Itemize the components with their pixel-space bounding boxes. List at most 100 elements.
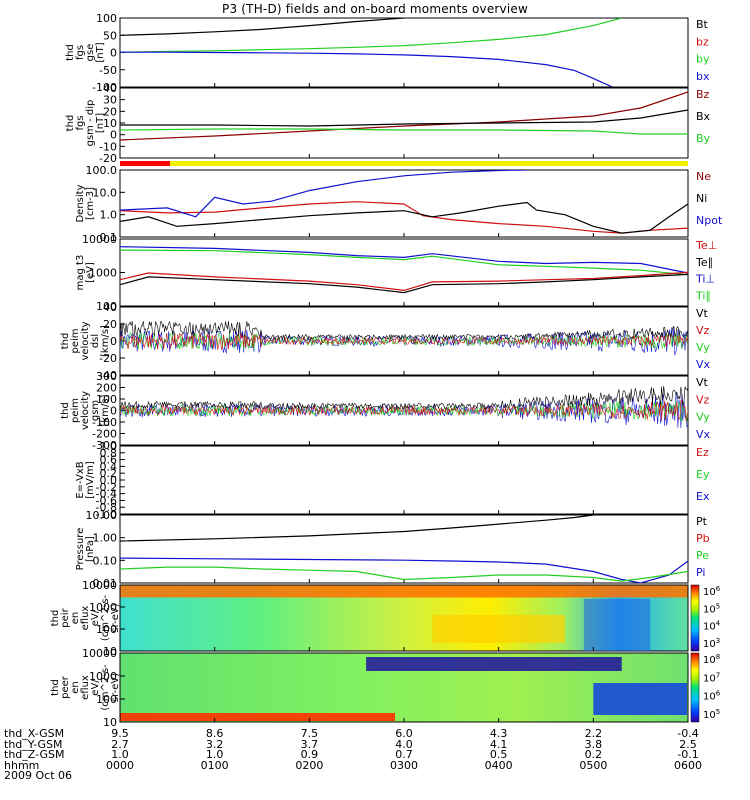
legend-entry-ti∥: Ti∥ — [695, 289, 711, 302]
ephem-value: 6.0 — [395, 727, 413, 740]
y-axis-label: velocity — [80, 321, 91, 360]
ephem-value: 0.5 — [489, 748, 508, 761]
legend-entry-pi: Pi — [696, 566, 705, 579]
series-vy — [120, 400, 688, 422]
y-axis-label: mag t3 — [75, 255, 86, 291]
ephem-value: -0.4 — [677, 727, 699, 740]
y-axis-label: peer — [60, 675, 71, 699]
series-bt — [120, 18, 405, 36]
ephem-label-z: thd_Z-GSM — [4, 748, 65, 761]
y-tick-label: -1.0 — [96, 508, 117, 521]
legend-entry-ni: Ni — [696, 192, 707, 205]
y-axis-label: E=-VxB — [75, 461, 86, 498]
legend-entry-bx: bx — [696, 70, 710, 83]
mode-bar-fast — [120, 161, 170, 166]
legend-entry-vy: Vy — [696, 411, 710, 424]
ephem-column: 4.3 4.1 0.5 0400 — [483, 728, 515, 772]
y-tick-label: 1000 — [89, 601, 117, 614]
y-axis-label: thd — [65, 115, 76, 132]
colorbar-label: 107 — [703, 671, 720, 684]
ephem-value: 1.0 — [111, 748, 129, 761]
y-tick-label: 10000 — [82, 233, 117, 246]
y-axis-label: thd — [65, 44, 76, 61]
ephem-value: 3.7 — [300, 737, 319, 751]
y-tick-label: 0 — [110, 405, 117, 418]
y-tick-label: -0.4 — [96, 488, 117, 501]
y-axis-label: thd — [60, 333, 71, 350]
y-tick-label: 100 — [96, 393, 117, 406]
y-tick-label: 0.6 — [100, 454, 118, 467]
date-label: 2009 Oct 06 — [4, 769, 73, 782]
y-tick-label: 0 — [110, 129, 117, 142]
ephemeris-row-labels: thd_X-GSM thd_Y-GSM thd_Z-GSM hhmm 2009 … — [4, 727, 73, 782]
legend-entry-vz: Vz — [696, 393, 710, 406]
y-tick-label: 0.10 — [93, 554, 118, 567]
series-vz — [120, 399, 688, 422]
y-axis-label: Density — [75, 184, 86, 222]
y-tick-label: 100.0 — [86, 164, 118, 177]
y-axis-label: peim — [70, 398, 81, 423]
y-tick-label: 300 — [96, 370, 117, 383]
legend-entry-vx: Vx — [696, 428, 711, 441]
colorbar-ion_spectrogram — [690, 584, 700, 652]
y-axis-label: [nT] — [95, 113, 106, 133]
y-axis-label: eflux — [80, 675, 91, 700]
y-tick-label: 20 — [103, 105, 117, 118]
y-tick-label: 0 — [110, 335, 117, 348]
y-tick-label: -0.6 — [96, 494, 117, 507]
ephem-value: 0.9 — [300, 748, 319, 761]
y-tick-label: 40 — [103, 82, 117, 95]
series-by — [120, 128, 688, 135]
ephem-value: 0400 — [484, 758, 513, 772]
legend-entry-vt: Vt — [696, 307, 709, 320]
y-tick-label: 200 — [96, 382, 117, 395]
legend-entry-npot: Npot — [696, 214, 723, 227]
y-tick-label: 10.00 — [86, 509, 118, 522]
colorbar-label: 105 — [703, 602, 720, 615]
legend-entry-bx: Bx — [696, 110, 711, 123]
colorbar-label: 104 — [703, 620, 721, 633]
y-tick-label: 50 — [103, 29, 117, 42]
y-axis-label: gse — [85, 44, 96, 62]
y-axis-label: en — [70, 612, 81, 625]
series-te∥ — [120, 273, 688, 294]
legend-entry-ti⊥: Ti⊥ — [695, 273, 715, 286]
y-axis-label: gsm — [90, 400, 101, 421]
legend-entry-pt: Pt — [696, 515, 708, 528]
spectrogram-band-low — [583, 599, 651, 651]
y-tick-label: 10000 — [82, 647, 117, 660]
y-tick-label: -50 — [99, 64, 117, 77]
y-axis-label: velocity — [80, 391, 91, 430]
legend-entry-vy: Vy — [696, 341, 710, 354]
legend-entry-bz: bz — [696, 35, 709, 48]
y-tick-label: 100 — [96, 300, 117, 313]
y-axis-label: eV/ — [90, 609, 101, 626]
ephem-value: 0600 — [674, 758, 702, 772]
legend-entry-bz: Bz — [696, 88, 710, 101]
y-axis-label: thd — [50, 610, 61, 627]
legend-entry-ex: Ex — [696, 490, 710, 503]
mode-bar-slow — [120, 161, 688, 166]
y-tick-label: 1.00 — [93, 532, 118, 545]
legend-entry-vz: Vz — [696, 324, 710, 337]
y-axis-label: [km/s] — [100, 325, 111, 357]
legend-entry-te⊥: Te⊥ — [695, 239, 717, 252]
panel-frame-fgs_gsm_dip — [119, 87, 689, 159]
ephem-label-time: hhmm — [4, 758, 40, 772]
y-tick-label: 100 — [96, 12, 117, 25]
ephem-value: -0.1 — [677, 748, 699, 761]
y-tick-label: 0.2 — [100, 467, 118, 480]
y-tick-label: 10 — [103, 716, 117, 729]
ephem-column: 6.0 4.0 0.7 0300 — [388, 727, 420, 772]
series-npot — [120, 170, 528, 218]
ephem-label-x: thd_X-GSM — [4, 727, 65, 740]
series-ne — [120, 201, 688, 234]
y-tick-label: 1.0 — [100, 440, 118, 453]
y-axis-label: peir — [60, 607, 71, 627]
colorbar-electron_spectrogram — [690, 652, 700, 723]
y-tick-label: 100 — [96, 623, 117, 636]
ephem-value: 9.5 — [111, 727, 129, 740]
ephem-value: 0300 — [390, 758, 418, 772]
series-pt — [120, 515, 594, 542]
ephem-column: 9.5 2.7 1.0 0000 — [104, 727, 136, 771]
